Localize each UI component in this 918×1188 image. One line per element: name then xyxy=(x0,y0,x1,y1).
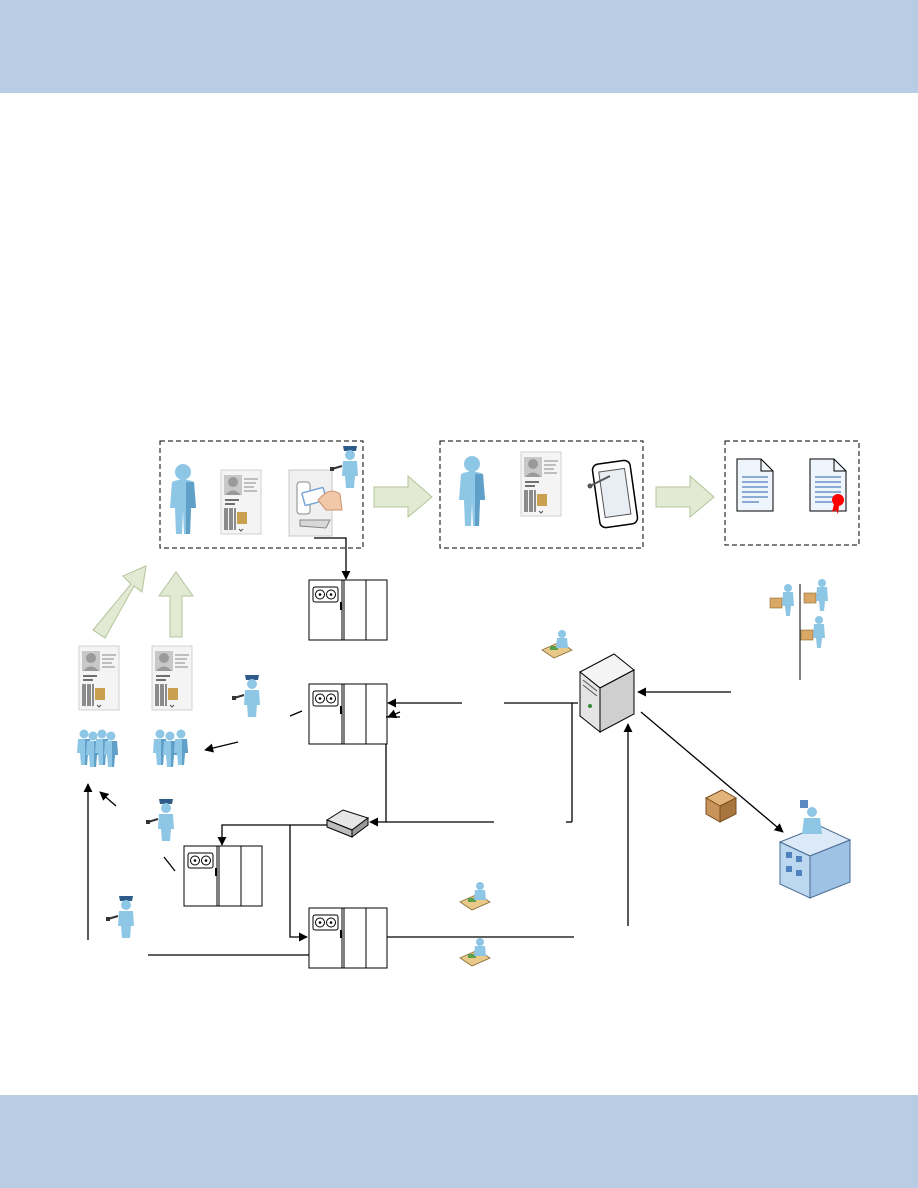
stage-box-enrollment xyxy=(159,440,364,549)
connectors xyxy=(83,537,784,956)
warehouse-worker-icon xyxy=(800,615,826,649)
flow-arrow-diagonal-up xyxy=(92,565,147,639)
tape-library-rack-icon xyxy=(308,907,388,969)
server-icon xyxy=(579,653,635,734)
card-reader-icon xyxy=(288,469,343,537)
person-icon xyxy=(459,456,485,526)
id-badge-icon xyxy=(78,645,120,711)
security-guard-icon xyxy=(231,674,261,718)
stage-box-records xyxy=(724,440,860,546)
operator-desk-icon xyxy=(541,629,573,659)
person-icon xyxy=(170,464,196,534)
security-guard-icon xyxy=(329,445,359,489)
flow-arrow-stage-2-to-3 xyxy=(655,474,715,519)
flow-arrow-up xyxy=(158,571,194,638)
tape-library-rack-icon xyxy=(308,683,388,745)
tape-library-rack-icon xyxy=(308,579,388,641)
stage-box-verification xyxy=(439,440,644,549)
document-icon xyxy=(736,458,774,512)
warehouse-worker-icon xyxy=(769,583,795,617)
id-badge-icon xyxy=(520,451,562,517)
tablet-icon xyxy=(587,459,639,529)
package-icon xyxy=(704,789,738,823)
security-guard-icon xyxy=(145,798,175,842)
tape-library-rack-icon xyxy=(183,845,263,907)
header-band xyxy=(0,0,918,93)
people-group-icon xyxy=(77,729,118,767)
security-guard-icon xyxy=(105,895,135,939)
flow-arrow-stage-1-to-2 xyxy=(373,474,433,519)
footer-band xyxy=(0,1095,918,1188)
id-badge-icon xyxy=(151,645,193,711)
id-badge-icon xyxy=(220,469,262,535)
network-switch-icon xyxy=(325,809,370,838)
warehouse-worker-icon xyxy=(803,578,829,612)
certificate-icon xyxy=(809,458,847,514)
offsite-building-icon xyxy=(778,800,852,899)
people-group-icon xyxy=(153,729,188,767)
operator-desk-icon xyxy=(459,937,491,967)
operator-desk-icon xyxy=(459,881,491,911)
